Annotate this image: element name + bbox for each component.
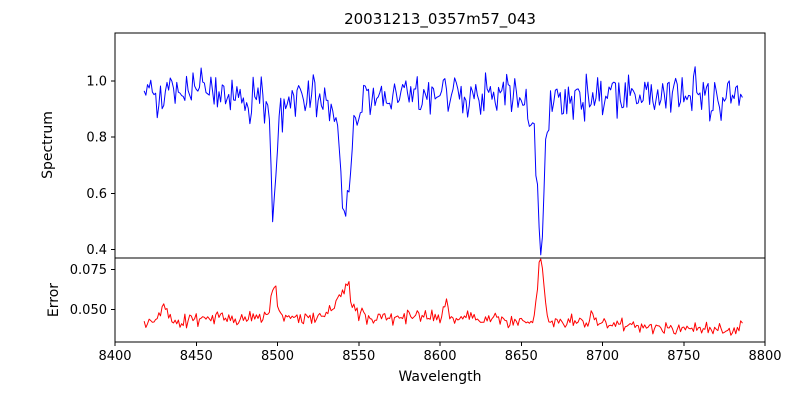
xtick-label: 8650: [505, 349, 538, 364]
spectrum-ytick-label: 1.0: [86, 74, 107, 89]
chart-title: 20031213_0357m57_043: [344, 10, 536, 29]
xlabel: Wavelength: [398, 369, 481, 385]
xtick-label: 8450: [180, 349, 213, 364]
spectrum-ytick-label: 0.4: [86, 243, 107, 258]
xtick-label: 8750: [667, 349, 700, 364]
xtick-label: 8700: [586, 349, 619, 364]
spectrum-ytick-label: 0.6: [86, 187, 107, 202]
xtick-label: 8600: [423, 349, 456, 364]
spectrum-ylabel: Spectrum: [40, 111, 56, 179]
xtick-label: 8800: [748, 349, 781, 364]
xaxis-ticks: 8400 8450 8500 8550 8600 8650 8700 8750 8800: [98, 342, 782, 364]
error-yaxis-ticks: 0.050 0.075: [70, 263, 115, 318]
xtick-label: 8400: [98, 349, 131, 364]
error-line: [143, 258, 743, 336]
xtick-label: 8500: [261, 349, 294, 364]
error-plot-area: [114, 257, 766, 343]
spectrum-yaxis-ticks: 0.4 0.6 0.8 1.0: [86, 74, 115, 258]
spectrum-plot-area: [114, 32, 766, 259]
error-ytick-label: 0.075: [70, 263, 107, 278]
error-ylabel: Error: [46, 283, 62, 317]
spectrum-line: [143, 66, 743, 256]
error-ytick-label: 0.050: [70, 303, 107, 318]
spectrum-ytick-label: 0.8: [86, 131, 107, 146]
xtick-label: 8550: [342, 349, 375, 364]
